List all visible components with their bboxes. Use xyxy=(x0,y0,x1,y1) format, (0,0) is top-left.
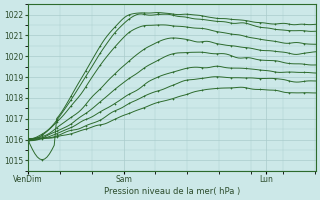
X-axis label: Pression niveau de la mer( hPa ): Pression niveau de la mer( hPa ) xyxy=(104,187,240,196)
